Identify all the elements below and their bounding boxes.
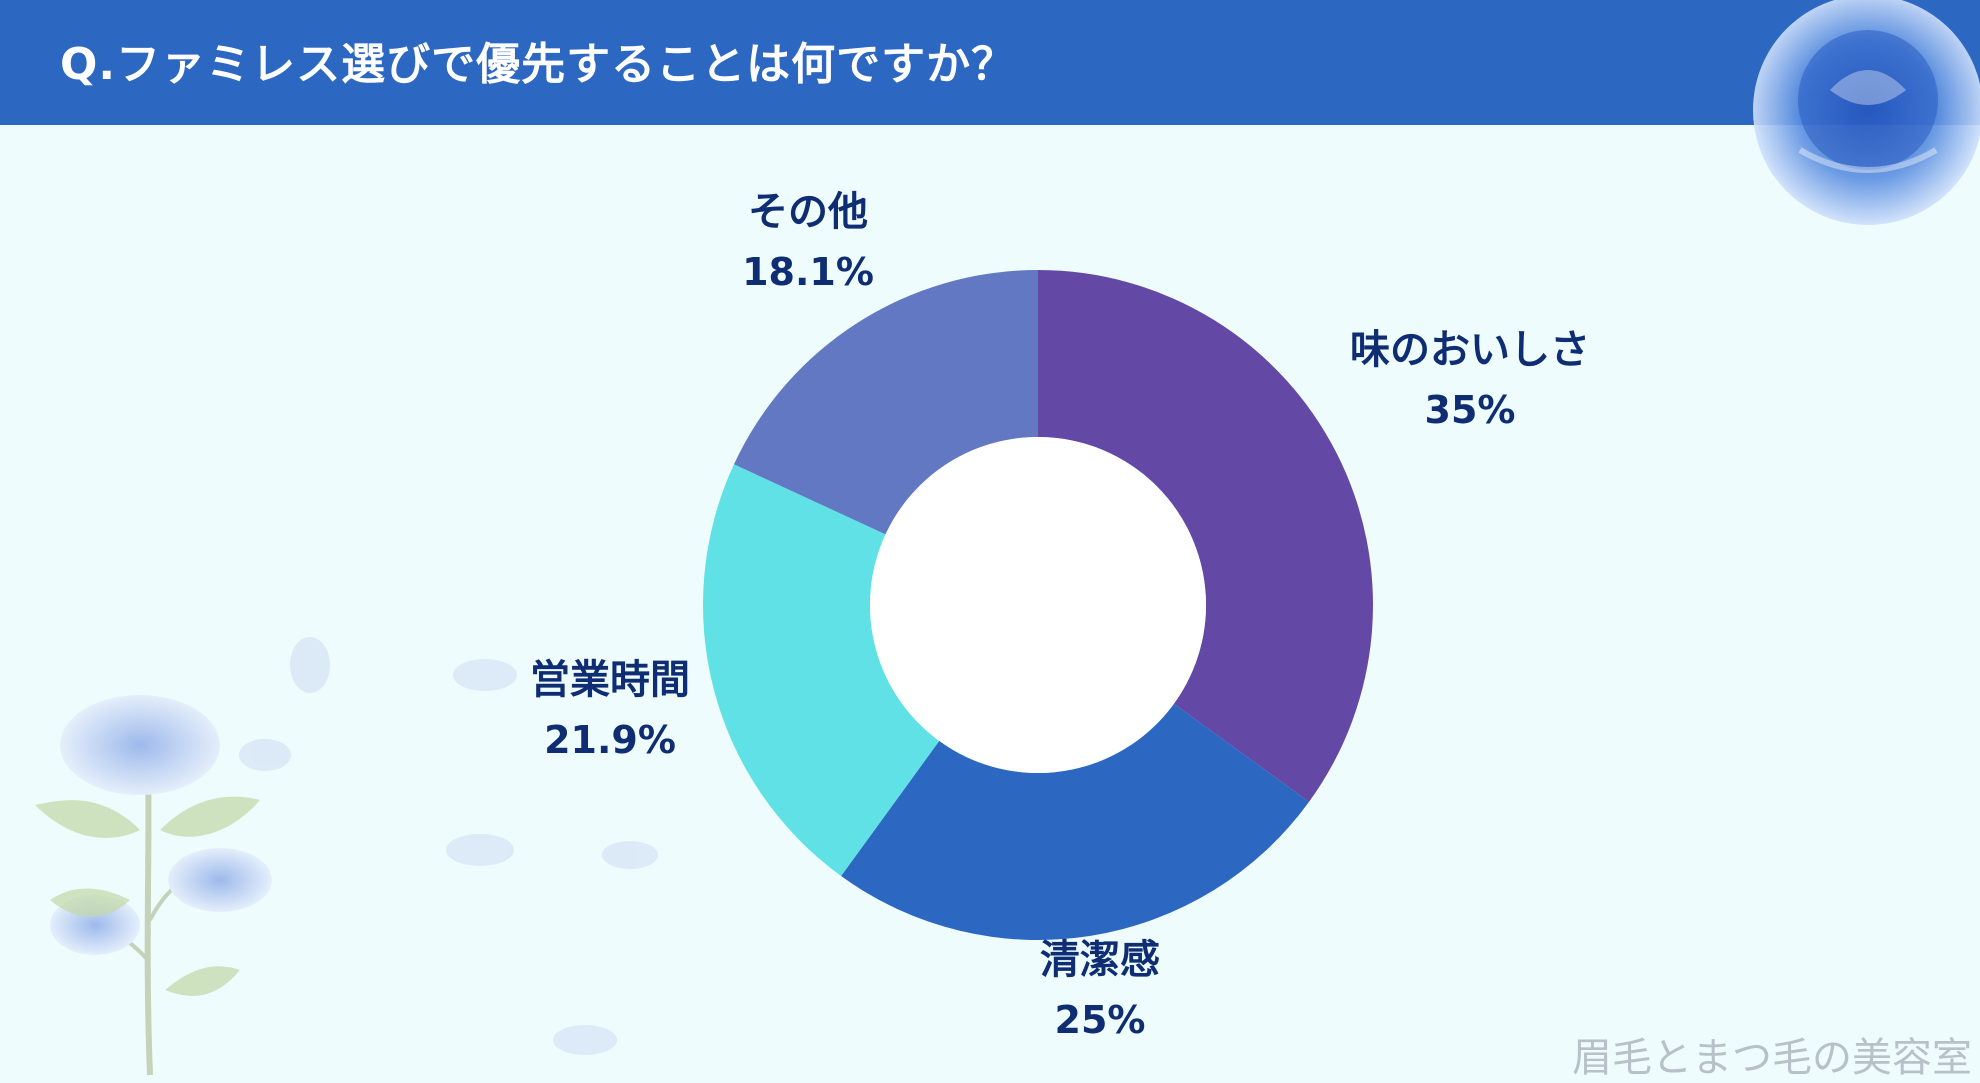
label-cleanliness: 清潔感 25% — [1040, 930, 1160, 1050]
value-label-hours: 21.9% — [544, 718, 676, 762]
slice-hours — [703, 464, 940, 877]
header-bar: Q.ファミレス選びで優先することは何ですか？ — [0, 0, 1980, 125]
donut-hole — [870, 437, 1206, 773]
value-label-other: 18.1% — [742, 250, 874, 294]
category-label-taste: 味のおいしさ — [1350, 327, 1590, 373]
category-label-cleanliness: 清潔感 — [1040, 937, 1160, 983]
page-title: Q.ファミレス選びで優先することは何ですか？ — [60, 39, 1017, 90]
label-hours: 営業時間 21.9% — [530, 650, 690, 770]
category-label-other: その他 — [748, 189, 868, 235]
slice-other — [733, 270, 1038, 535]
watermark: 眉毛とまつ毛の美容室 — [1572, 1035, 1972, 1081]
slice-cleanliness — [841, 703, 1310, 940]
category-label-hours: 営業時間 — [530, 657, 690, 703]
value-label-taste: 35% — [1424, 388, 1516, 432]
label-taste: 味のおいしさ 35% — [1350, 320, 1590, 440]
value-label-cleanliness: 25% — [1054, 998, 1146, 1042]
label-other: その他 18.1% — [742, 182, 874, 302]
slice-taste — [1038, 270, 1373, 802]
